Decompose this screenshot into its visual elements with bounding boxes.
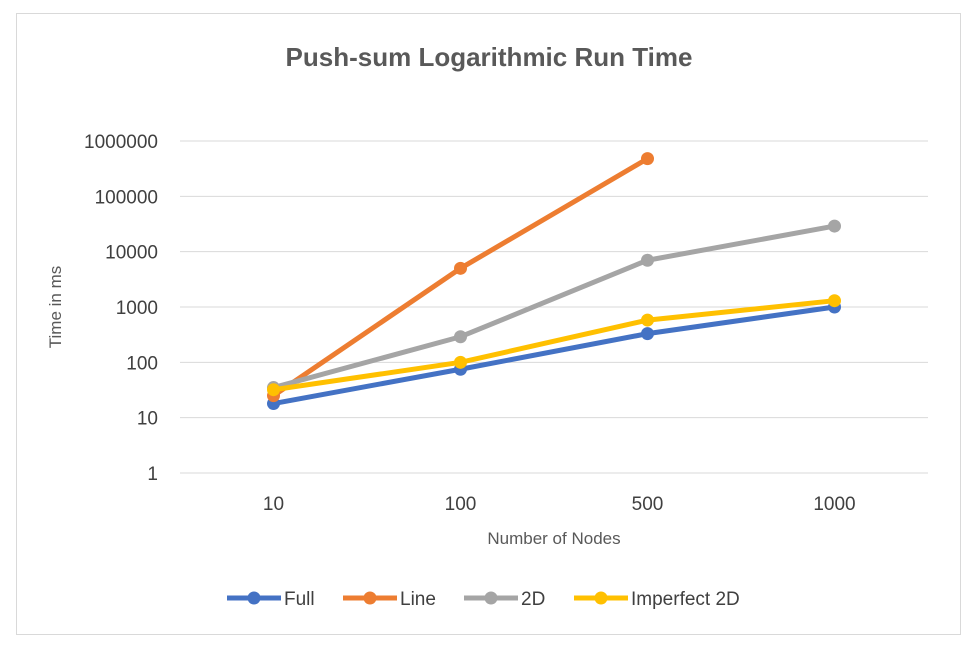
y-tick-label: 1 — [147, 464, 158, 485]
data-point-full — [641, 327, 654, 341]
x-axis-title: Number of Nodes — [487, 529, 620, 548]
data-point-imperfect-2d — [641, 313, 654, 327]
data-point-imperfect-2d — [828, 294, 841, 308]
x-tick-label: 100 — [445, 494, 477, 515]
y-tick-label: 100000 — [95, 187, 158, 208]
x-tick-labels: 10 100 500 1000 — [263, 494, 856, 515]
legend: Full Line 2D Imperfect 2D — [227, 589, 740, 610]
y-tick-label: 1000000 — [84, 132, 158, 153]
legend-marker-full — [247, 591, 261, 605]
legend-label-line: Line — [400, 589, 436, 610]
series-line-imperfect-2d — [271, 298, 837, 393]
series-line-full — [271, 304, 837, 407]
legend-marker-line — [363, 591, 377, 605]
y-axis-title: Time in ms — [46, 266, 65, 349]
legend-marker-2d — [484, 591, 498, 605]
data-point-line — [641, 152, 654, 166]
y-tick-label: 10000 — [105, 243, 158, 264]
y-tick-label: 10 — [137, 409, 158, 430]
y-tick-labels: 1 10 100 1000 10000 100000 1000000 — [84, 132, 158, 485]
data-point-imperfect-2d — [267, 383, 280, 397]
data-point-line — [454, 261, 467, 275]
legend-label-imperfect-2d: Imperfect 2D — [631, 589, 740, 610]
chart-title: Push-sum Logarithmic Run Time — [286, 42, 693, 72]
gridlines — [180, 140, 928, 474]
series-group — [267, 152, 841, 411]
y-tick-label: 1000 — [116, 298, 158, 319]
data-point-2d — [454, 330, 467, 344]
legend-label-full: Full — [284, 589, 315, 610]
x-tick-label: 1000 — [813, 494, 855, 515]
x-tick-label: 10 — [263, 494, 284, 515]
data-point-imperfect-2d — [454, 355, 467, 369]
data-point-2d — [828, 219, 841, 233]
series-line-2d — [271, 223, 837, 391]
legend-marker-imperfect-2d — [594, 591, 608, 605]
y-tick-label: 100 — [126, 353, 158, 374]
legend-label-2d: 2D — [521, 589, 545, 610]
x-tick-label: 500 — [632, 494, 664, 515]
data-point-2d — [641, 253, 654, 267]
